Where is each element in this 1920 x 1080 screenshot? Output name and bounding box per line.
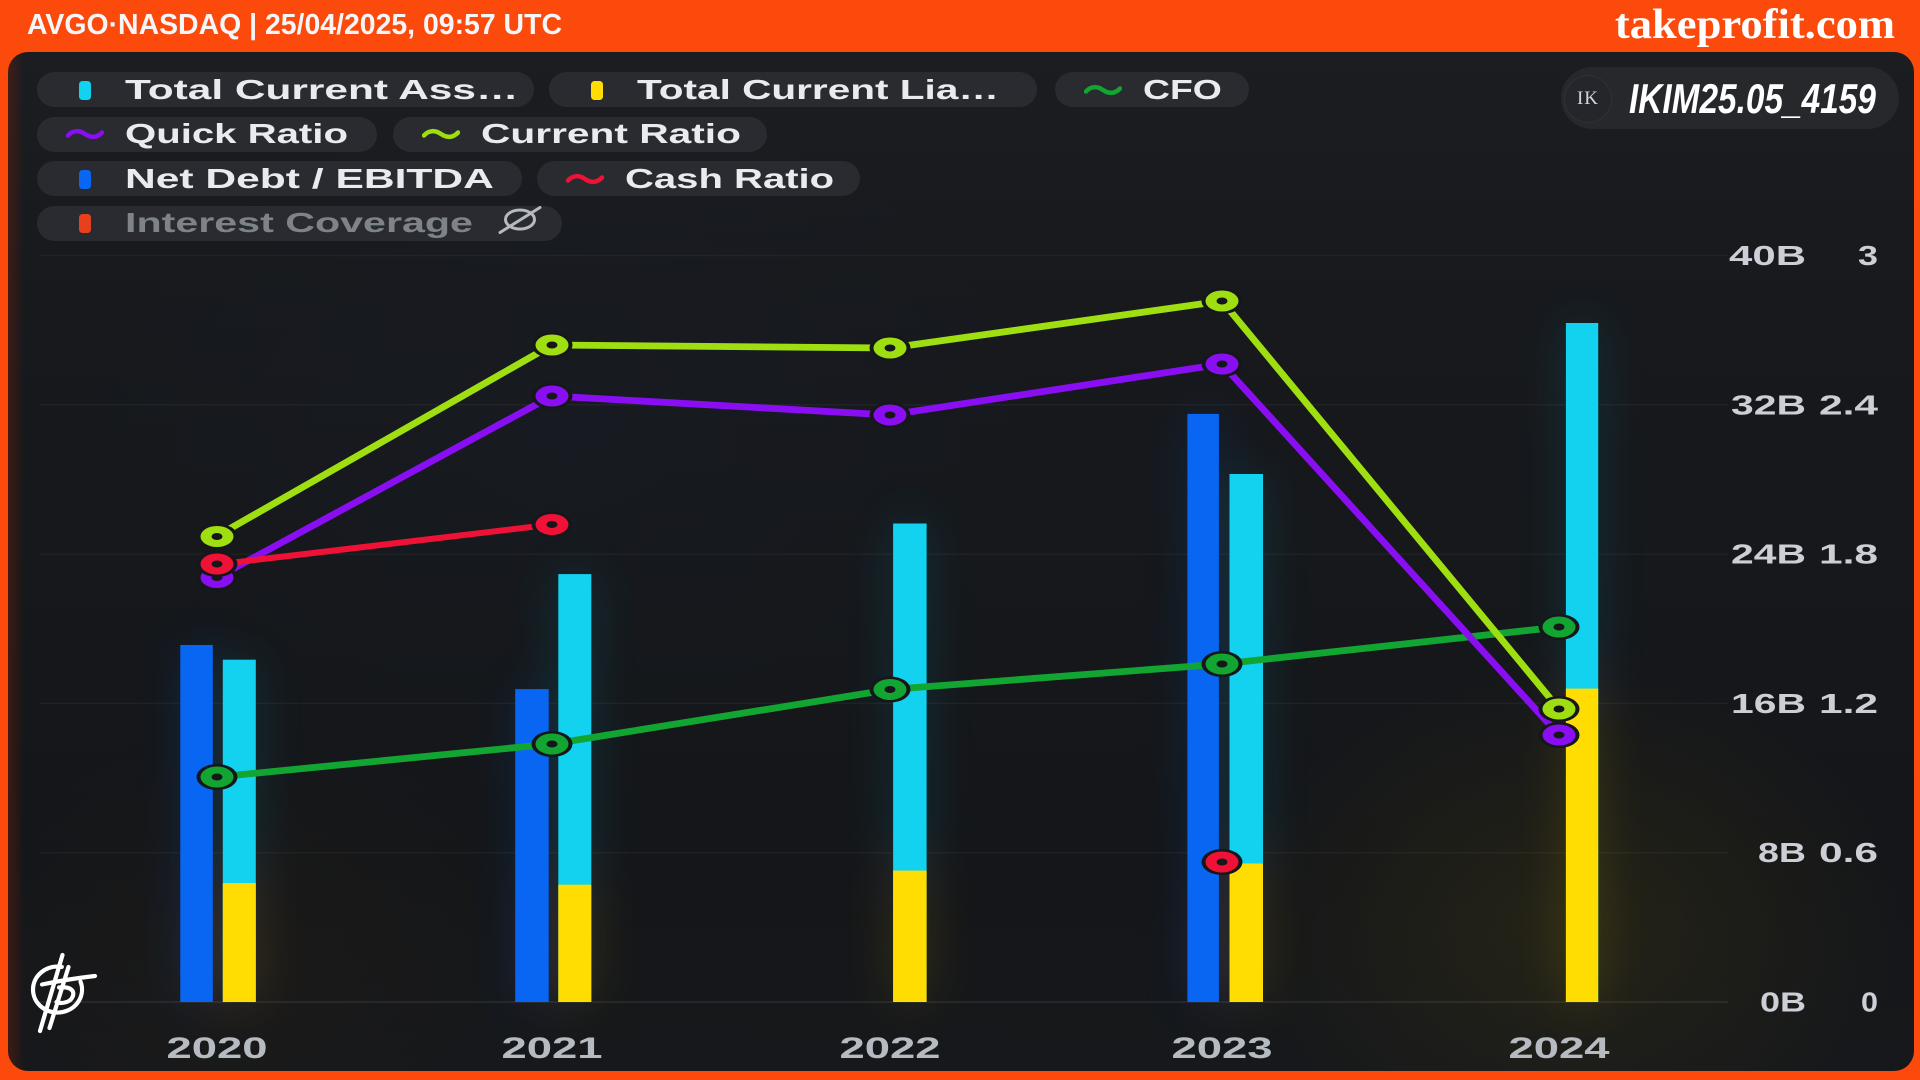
svg-text:16B: 16B [1731, 688, 1806, 719]
svg-text:24B: 24B [1731, 539, 1806, 570]
svg-text:1.2: 1.2 [1819, 687, 1878, 719]
svg-text:40B: 40B [1729, 240, 1806, 271]
svg-text:32B: 32B [1731, 390, 1806, 421]
svg-text:2.4: 2.4 [1819, 389, 1878, 421]
svg-text:0: 0 [1861, 987, 1878, 1019]
svg-text:2021: 2021 [501, 1031, 602, 1065]
svg-text:0.6: 0.6 [1819, 837, 1878, 869]
svg-text:2024: 2024 [1508, 1031, 1610, 1065]
svg-text:2023: 2023 [1171, 1031, 1272, 1065]
svg-text:1.8: 1.8 [1819, 538, 1878, 570]
svg-text:3: 3 [1858, 240, 1878, 271]
svg-text:8B: 8B [1758, 838, 1806, 869]
svg-text:0B: 0B [1760, 986, 1806, 1017]
svg-text:2020: 2020 [166, 1031, 267, 1065]
svg-text:2022: 2022 [839, 1031, 940, 1065]
